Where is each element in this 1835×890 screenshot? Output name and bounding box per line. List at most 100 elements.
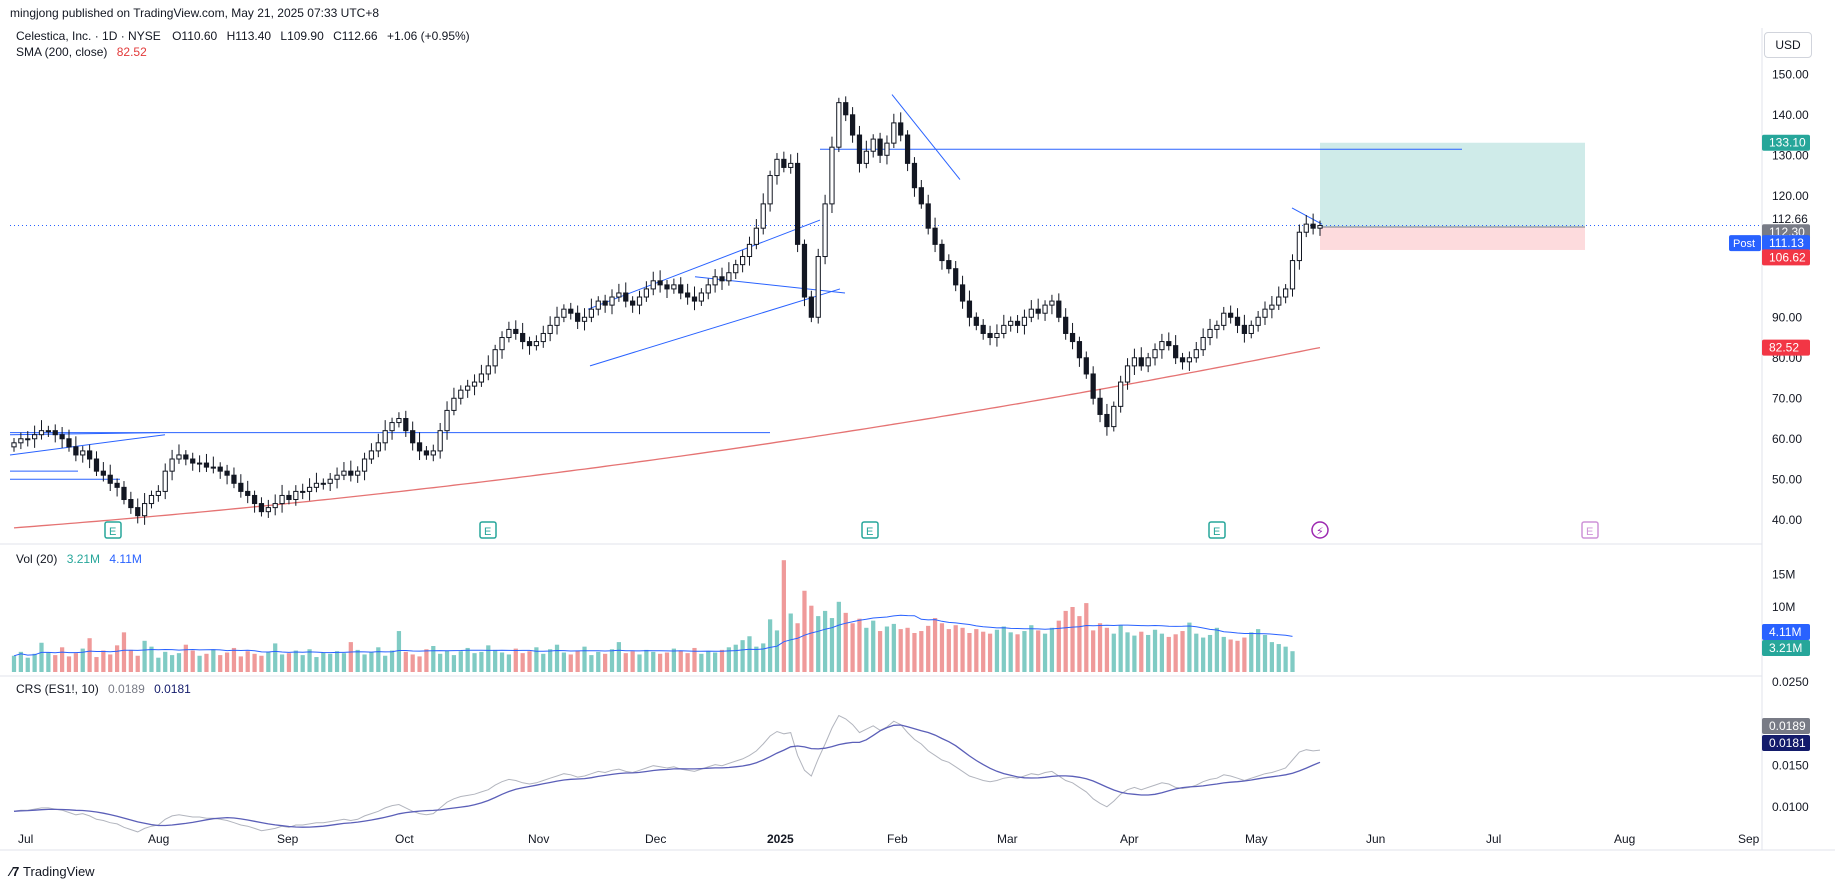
volume-legend[interactable]: Vol (20) 3.21M 4.11M [16, 552, 142, 566]
volume-bar [740, 640, 745, 672]
volume-bar [73, 653, 78, 672]
candle [719, 276, 725, 282]
volume-bar [252, 653, 257, 672]
volume-bar [499, 652, 505, 672]
volume-bar [685, 653, 690, 672]
volume-bar [712, 652, 718, 672]
candle [788, 162, 794, 168]
volume-bar [754, 646, 759, 672]
candle [368, 450, 375, 460]
volume-bar [163, 651, 168, 672]
candle [760, 203, 766, 229]
candle [849, 114, 856, 136]
candle [1021, 316, 1028, 326]
candle [1008, 320, 1014, 326]
candle [767, 175, 773, 205]
volume-bar [11, 655, 17, 672]
candle [11, 442, 17, 448]
candle [794, 162, 801, 245]
volume-bar [829, 618, 835, 672]
volume-bar [761, 643, 766, 672]
volume-bar [300, 655, 305, 672]
volume-bar [293, 650, 298, 672]
candle [224, 470, 230, 476]
volume-bar [630, 651, 635, 672]
volume-bar [1084, 603, 1089, 672]
volume-bar [389, 650, 395, 672]
candle [128, 499, 134, 509]
crs-value-2: 0.0181 [154, 682, 191, 696]
candle [52, 430, 58, 436]
candle [1173, 345, 1179, 359]
candle [863, 150, 869, 164]
volume-bar [1049, 627, 1055, 672]
volume-bar [609, 649, 615, 672]
volume-bar [328, 653, 333, 672]
volume-bar [156, 657, 161, 672]
candle [616, 292, 622, 298]
candle [203, 462, 210, 468]
volume-bar [658, 653, 663, 672]
volume-bar [114, 645, 120, 672]
volume-bar [458, 651, 463, 672]
candle [678, 284, 684, 294]
candle [856, 134, 863, 164]
volume-value-1: 3.21M [66, 552, 101, 566]
volume-bar [396, 631, 402, 672]
channel-upper [587, 219, 821, 310]
time-tick-label: 2025 [767, 832, 794, 846]
candle [774, 158, 780, 177]
volume-bar [1118, 625, 1123, 672]
volume-bar [383, 655, 388, 672]
volume-bar [190, 650, 195, 672]
candle [581, 316, 588, 322]
volume-bar [1097, 623, 1103, 672]
volume-bar [767, 619, 773, 672]
volume-bar [953, 625, 958, 672]
symbol-name[interactable]: Celestica, Inc. · 1D · NYSE [16, 29, 161, 43]
candle [183, 454, 189, 460]
sma-legend[interactable]: SMA (200, close) 82.52 [16, 45, 147, 59]
low-value: 109.90 [287, 29, 324, 43]
sma-value: 82.52 [116, 45, 147, 59]
candle [416, 442, 423, 452]
target-zone [1320, 142, 1585, 227]
tradingview-logo[interactable]: ⁄7 TradingView [10, 864, 95, 879]
volume-bar [486, 645, 491, 672]
candle [107, 474, 113, 484]
candle [382, 430, 388, 444]
volume-bar [80, 648, 85, 672]
volume-tick-label: 10M [1772, 600, 1795, 614]
candle [691, 296, 698, 302]
currency-button[interactable]: USD [1764, 32, 1812, 58]
candle [602, 300, 608, 306]
candle [73, 446, 79, 456]
change-value: +1.06 (+0.95%) [386, 29, 470, 43]
candle [1097, 397, 1103, 415]
volume-bar [898, 629, 903, 672]
trendline [9, 434, 166, 456]
candle [25, 438, 31, 441]
volume-bar [974, 629, 979, 672]
volume-bar [39, 642, 44, 672]
volume-bar [644, 649, 649, 672]
volume-bar [417, 656, 422, 672]
candle [733, 264, 739, 274]
volume-bar [926, 625, 931, 672]
candle [1076, 341, 1083, 359]
candle [829, 146, 835, 205]
close-label: C [333, 29, 342, 43]
candle [190, 458, 196, 464]
volume-bar [1180, 631, 1185, 672]
volume-bar [1008, 632, 1013, 672]
candle [815, 256, 821, 318]
open-label: O [172, 29, 182, 43]
crs-legend[interactable]: CRS (ES1!, 10) 0.0189 0.0181 [16, 682, 191, 696]
candle [609, 296, 615, 306]
volume-label-box [1762, 624, 1810, 640]
volume-bar [1235, 640, 1240, 672]
volume-bar [1001, 626, 1006, 672]
candle [258, 503, 265, 513]
volume-bar [534, 647, 539, 672]
